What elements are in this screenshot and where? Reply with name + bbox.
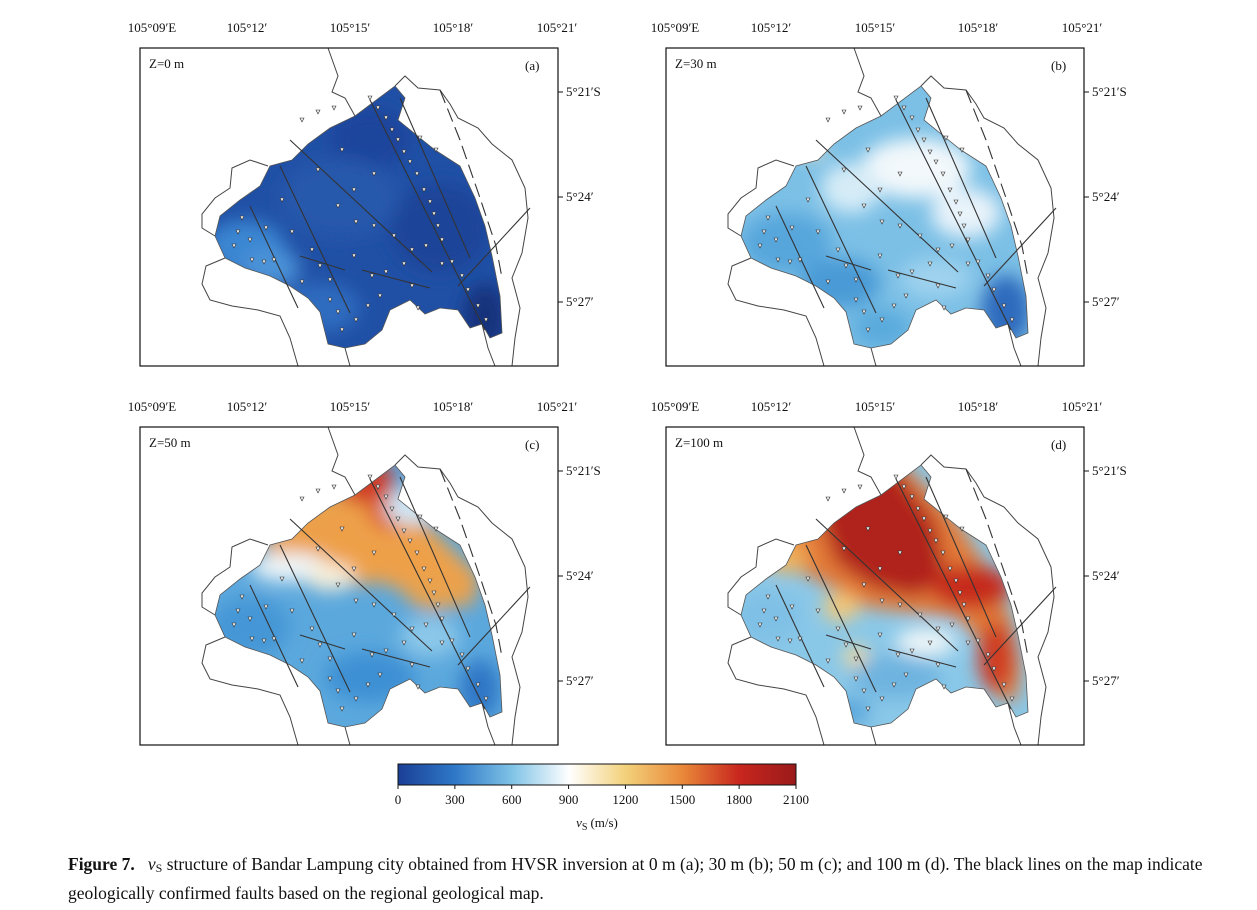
velocity-field [666,427,1084,745]
lat-tick: 5°27′ [566,673,594,688]
colorbar-tick-label: 600 [502,792,522,807]
caption-symbol: v [147,854,156,874]
lon-tick: 105°21′ [1062,399,1103,414]
longitude-ticks-top-left: 105°09′E 105°12′ 105°15′ 105°18′ 105°21′ [128,20,578,35]
panel-tag: (d) [1051,437,1066,452]
panel-frame [665,47,1085,367]
figure-number: Figure 7. [68,854,135,874]
lon-tick: 105°18′ [958,20,999,35]
depth-label: Z=50 m [149,435,191,450]
colorbar-tick-label: 900 [559,792,579,807]
longitude-ticks-bottom-left: 105°09′E 105°12′ 105°15′ 105°18′ 105°21′ [128,399,578,414]
lon-tick: 105°12′ [227,20,268,35]
caption-text: structure of Bandar Lampung city obtaine… [68,854,1203,903]
lon-tick: 105°12′ [227,399,268,414]
panel-frame [665,426,1085,746]
lat-tick: 5°27′ [566,294,594,309]
lon-tick: 105°09′E [128,399,177,414]
lat-tick: 5°24′ [1092,189,1120,204]
caption-subscript: S [155,861,163,875]
map-panel-b: Z=30 m (b) [665,47,1085,367]
lon-tick: 105°18′ [958,399,999,414]
lat-tick: 5°24′ [566,568,594,583]
colorbar-ticks: 0 300 600 900 1200 1500 1800 2100 [395,785,809,807]
figure-caption: Figure 7. vS structure of Bandar Lampung… [68,852,1218,906]
lon-tick: 105°21′ [537,399,578,414]
colorbar-label: vS (m/s) [576,815,618,833]
lon-tick: 105°09′E [651,399,700,414]
lon-tick: 105°09′E [651,20,700,35]
velocity-field [140,427,558,745]
lon-tick: 105°15′ [855,399,896,414]
colorbar-tick-label: 0 [395,792,402,807]
longitude-ticks-bottom-right: 105°09′E 105°12′ 105°15′ 105°18′ 105°21′ [651,399,1103,414]
velocity-field [666,48,1084,366]
colorbar-tick-label: 300 [445,792,465,807]
colorbar-tick-label: 1800 [726,792,752,807]
lat-tick: 5°21′S [1092,463,1127,478]
lat-tick: 5°24′ [566,189,594,204]
colorbar-tick-label: 1500 [669,792,695,807]
map-panel-d: Z=100 m (d) [665,426,1085,746]
depth-label: Z=0 m [149,56,184,71]
lat-tick: 5°21′S [566,463,601,478]
colorbar-gradient [397,763,797,786]
latitude-ticks-panel-a: 5°21′S 5°24′ 5°27′ [558,84,601,309]
lat-tick: 5°27′ [1092,673,1120,688]
latitude-ticks-panel-c: 5°21′S 5°24′ 5°27′ [558,463,601,688]
lat-tick: 5°21′S [1092,84,1127,99]
longitude-ticks-top-right: 105°09′E 105°12′ 105°15′ 105°18′ 105°21′ [651,20,1103,35]
lon-tick: 105°15′ [330,399,371,414]
lon-tick: 105°18′ [433,399,474,414]
lon-tick: 105°15′ [855,20,896,35]
map-panel-a: Z=0 m (a) [139,47,559,367]
lon-tick: 105°09′E [128,20,177,35]
lon-tick: 105°18′ [433,20,474,35]
lon-tick: 105°21′ [537,20,578,35]
map-panel-c: Z=50 m (c) [139,426,559,746]
colorbar-tick-label: 2100 [783,792,809,807]
colorbar-tick-label: 1200 [612,792,638,807]
lon-tick: 105°15′ [330,20,371,35]
lon-tick: 105°12′ [751,399,792,414]
panel-tag: (a) [525,58,539,73]
latitude-ticks-panel-b: 5°21′S 5°24′ 5°27′ [1084,84,1127,309]
lon-tick: 105°21′ [1062,20,1103,35]
velocity-field [140,48,558,366]
lat-tick: 5°24′ [1092,568,1120,583]
panel-frame [139,426,559,746]
depth-label: Z=100 m [675,435,723,450]
lon-tick: 105°12′ [751,20,792,35]
depth-label: Z=30 m [675,56,717,71]
panel-tag: (b) [1051,58,1066,73]
colorbar: 0 300 600 900 1200 1500 1800 2100 vS (m/s) [395,763,809,833]
panel-tag: (c) [525,437,539,452]
panel-frame [139,47,559,367]
lat-tick: 5°27′ [1092,294,1120,309]
latitude-ticks-panel-d: 5°21′S 5°24′ 5°27′ [1084,463,1127,688]
lat-tick: 5°21′S [566,84,601,99]
